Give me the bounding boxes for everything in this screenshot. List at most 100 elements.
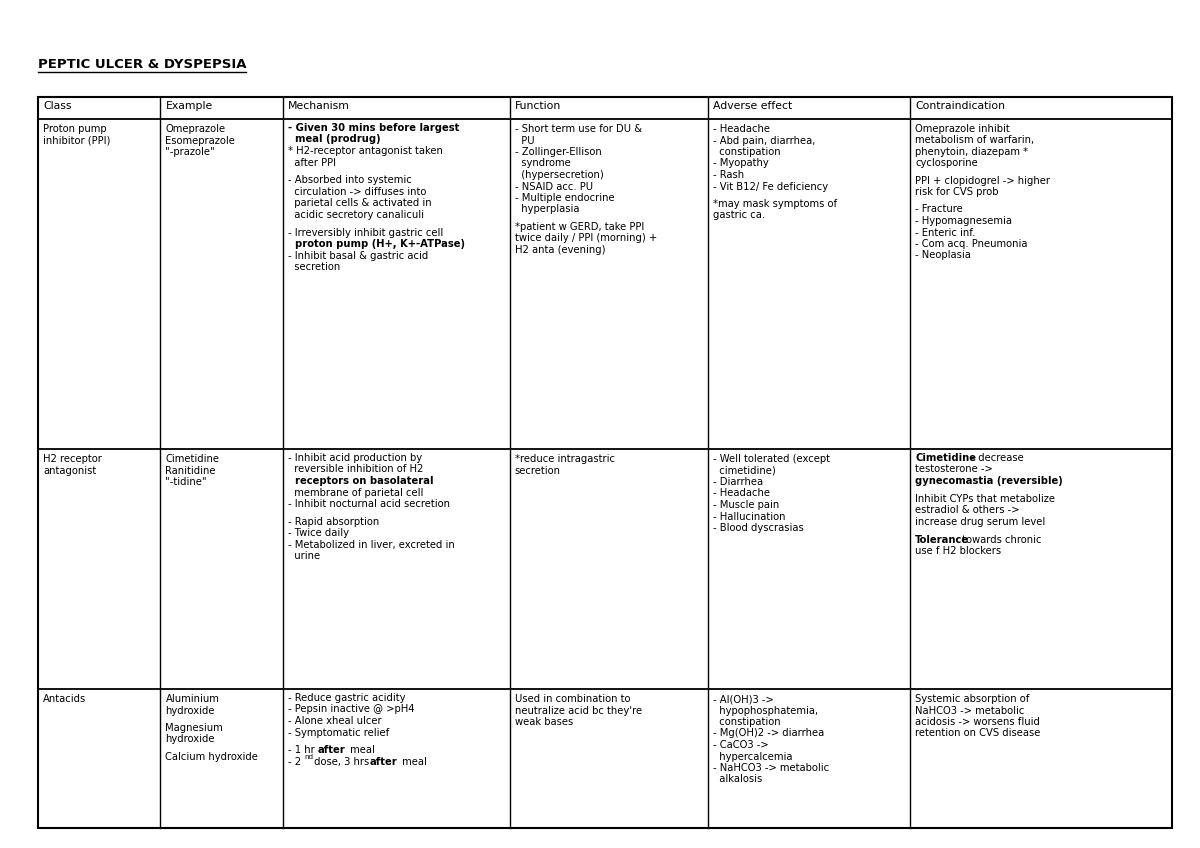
- Text: - Given 30 mins before largest: - Given 30 mins before largest: [288, 123, 460, 133]
- Text: use f H2 blockers: use f H2 blockers: [916, 546, 1001, 556]
- Text: - Headache: - Headache: [713, 488, 770, 499]
- Text: - Al(OH)3 ->: - Al(OH)3 ->: [713, 694, 774, 704]
- Text: dose, 3 hrs: dose, 3 hrs: [311, 756, 372, 767]
- Text: Omeprazole: Omeprazole: [166, 124, 226, 134]
- Text: Ranitidine: Ranitidine: [166, 466, 216, 476]
- Text: - Metabolized in liver, excreted in: - Metabolized in liver, excreted in: [288, 540, 455, 550]
- Text: constipation: constipation: [713, 147, 781, 157]
- Text: estradiol & others ->: estradiol & others ->: [916, 505, 1020, 516]
- Text: Adverse effect: Adverse effect: [713, 101, 792, 111]
- Text: - Pepsin inactive @ >pH4: - Pepsin inactive @ >pH4: [288, 705, 414, 715]
- Text: Contraindication: Contraindication: [916, 101, 1006, 111]
- Text: H2 receptor: H2 receptor: [43, 454, 102, 464]
- Text: - Alone xheal ulcer: - Alone xheal ulcer: [288, 716, 382, 726]
- Text: acidosis -> worsens fluid: acidosis -> worsens fluid: [916, 717, 1040, 727]
- Text: urine: urine: [288, 551, 320, 561]
- Text: risk for CVS prob: risk for CVS prob: [916, 187, 998, 198]
- Text: *may mask symptoms of: *may mask symptoms of: [713, 198, 838, 209]
- Text: - Rapid absorption: - Rapid absorption: [288, 516, 379, 527]
- Bar: [38, 97, 1172, 828]
- Text: - Enteric inf.: - Enteric inf.: [916, 227, 976, 237]
- Text: - Twice daily: - Twice daily: [288, 528, 349, 538]
- Text: Inhibit CYPs that metabolize: Inhibit CYPs that metabolize: [916, 494, 1055, 504]
- Text: Class: Class: [43, 101, 72, 111]
- Text: reversible inhibition of H2: reversible inhibition of H2: [288, 465, 424, 475]
- Text: Cimetidine: Cimetidine: [916, 453, 976, 463]
- Text: antagonist: antagonist: [43, 466, 96, 476]
- Text: *reduce intragastric: *reduce intragastric: [515, 454, 614, 464]
- Text: secretion: secretion: [288, 262, 340, 272]
- Text: - Abd pain, diarrhea,: - Abd pain, diarrhea,: [713, 136, 816, 146]
- Text: after: after: [370, 756, 397, 767]
- Text: meal: meal: [398, 756, 427, 767]
- Text: - Irreversibly inhibit gastric cell: - Irreversibly inhibit gastric cell: [288, 227, 443, 237]
- Text: twice daily / PPI (morning) +: twice daily / PPI (morning) +: [515, 233, 656, 243]
- Text: - Zollinger-Ellison: - Zollinger-Ellison: [515, 147, 601, 157]
- Text: - Hypomagnesemia: - Hypomagnesemia: [916, 216, 1012, 226]
- Text: - Headache: - Headache: [713, 124, 770, 134]
- Text: PPI + clopidogrel -> higher: PPI + clopidogrel -> higher: [916, 176, 1050, 186]
- Text: weak bases: weak bases: [515, 717, 572, 727]
- Text: Aluminium: Aluminium: [166, 694, 220, 704]
- Text: Magnesium: Magnesium: [166, 722, 223, 733]
- Text: Function: Function: [515, 101, 560, 111]
- Text: - Diarrhea: - Diarrhea: [713, 477, 763, 487]
- Text: "-prazole": "-prazole": [166, 147, 215, 157]
- Text: Proton pump: Proton pump: [43, 124, 107, 134]
- Text: alkalosis: alkalosis: [713, 774, 762, 784]
- Text: - Hallucination: - Hallucination: [713, 511, 786, 522]
- Text: increase drug serum level: increase drug serum level: [916, 516, 1045, 527]
- Text: - Reduce gastric acidity: - Reduce gastric acidity: [288, 693, 406, 703]
- Text: - Vit B12/ Fe deficiency: - Vit B12/ Fe deficiency: [713, 181, 828, 192]
- Text: - Fracture: - Fracture: [916, 204, 962, 215]
- Text: PEPTIC ULCER & DYSPEPSIA: PEPTIC ULCER & DYSPEPSIA: [38, 58, 246, 71]
- Text: testosterone ->: testosterone ->: [916, 465, 992, 475]
- Text: towards chronic: towards chronic: [959, 534, 1042, 544]
- Text: Antacids: Antacids: [43, 694, 86, 704]
- Text: phenytoin, diazepam *: phenytoin, diazepam *: [916, 147, 1028, 157]
- Text: - Rash: - Rash: [713, 170, 744, 180]
- Text: acidic secretory canaliculi: acidic secretory canaliculi: [288, 209, 424, 220]
- Text: inhibitor (PPI): inhibitor (PPI): [43, 136, 110, 146]
- Text: receptors on basolateral: receptors on basolateral: [288, 476, 433, 486]
- Text: cyclosporine: cyclosporine: [916, 159, 978, 169]
- Text: - Short term use for DU &: - Short term use for DU &: [515, 124, 642, 134]
- Text: - CaCO3 ->: - CaCO3 ->: [713, 740, 769, 750]
- Text: - Mg(OH)2 -> diarrhea: - Mg(OH)2 -> diarrhea: [713, 728, 824, 739]
- Text: - Neoplasia: - Neoplasia: [916, 250, 971, 260]
- Text: - Well tolerated (except: - Well tolerated (except: [713, 454, 830, 464]
- Text: hypercalcemia: hypercalcemia: [713, 751, 793, 762]
- Text: hydroxide: hydroxide: [166, 706, 215, 716]
- Text: cimetidine): cimetidine): [713, 466, 776, 476]
- Text: - Absorbed into systemic: - Absorbed into systemic: [288, 176, 412, 186]
- Text: hydroxide: hydroxide: [166, 734, 215, 745]
- Text: parietal cells & activated in: parietal cells & activated in: [288, 198, 432, 209]
- Text: * H2-receptor antagonist taken: * H2-receptor antagonist taken: [288, 146, 443, 156]
- Text: nd: nd: [304, 754, 313, 760]
- Text: Systemic absorption of: Systemic absorption of: [916, 694, 1030, 704]
- Text: - NSAID acc. PU: - NSAID acc. PU: [515, 181, 593, 192]
- Text: proton pump (H+, K+-ATPase): proton pump (H+, K+-ATPase): [288, 239, 464, 249]
- Text: "-tidine": "-tidine": [166, 477, 208, 487]
- Text: Mechanism: Mechanism: [288, 101, 350, 111]
- Text: Used in combination to: Used in combination to: [515, 694, 630, 704]
- Text: Tolerance: Tolerance: [916, 534, 970, 544]
- Text: - Com acq. Pneumonia: - Com acq. Pneumonia: [916, 239, 1027, 249]
- Text: gynecomastia (reversible): gynecomastia (reversible): [916, 476, 1063, 486]
- Text: after PPI: after PPI: [288, 158, 336, 168]
- Text: meal: meal: [347, 745, 374, 756]
- Text: metabolism of warfarin,: metabolism of warfarin,: [916, 136, 1034, 146]
- Text: hyperplasia: hyperplasia: [515, 204, 580, 215]
- Text: retention on CVS disease: retention on CVS disease: [916, 728, 1040, 739]
- Text: secretion: secretion: [515, 466, 560, 476]
- Text: neutralize acid bc they're: neutralize acid bc they're: [515, 706, 642, 716]
- Text: (hypersecretion): (hypersecretion): [515, 170, 604, 180]
- Text: - 2: - 2: [288, 756, 301, 767]
- Text: - 1 hr: - 1 hr: [288, 745, 318, 756]
- Text: - Multiple endocrine: - Multiple endocrine: [515, 193, 614, 203]
- Text: - Myopathy: - Myopathy: [713, 159, 769, 169]
- Text: PU: PU: [515, 136, 534, 146]
- Text: - Muscle pain: - Muscle pain: [713, 500, 780, 510]
- Text: - Inhibit acid production by: - Inhibit acid production by: [288, 453, 422, 463]
- Text: – decrease: – decrease: [967, 453, 1024, 463]
